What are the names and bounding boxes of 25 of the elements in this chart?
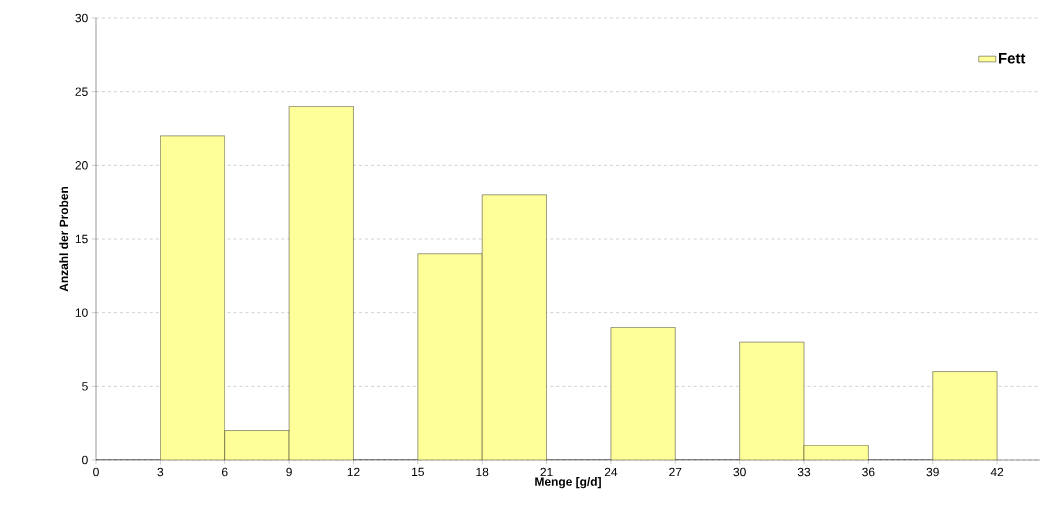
y-tick-label: 25 [75,87,88,96]
y-tick-label: 20 [75,161,88,170]
y-tick-label: 0 [82,455,88,465]
x-tick-label: 6 [222,467,228,477]
x-tick-label: 36 [862,467,875,477]
x-axis-title: Menge [g/d] [535,477,601,489]
x-tick-label: 18 [476,467,489,477]
y-tick-label: 15 [75,234,88,244]
x-tick-label: 0 [93,467,99,477]
x-tick-label: 24 [604,467,618,477]
x-tick-label: 21 [540,467,553,477]
x-tick-label: 9 [286,467,292,477]
x-tick-label: 42 [990,467,1004,477]
y-axis-title: Anzahl der Proben [59,186,69,292]
x-tick-label: 12 [347,467,360,477]
x-tick-label: 15 [412,467,424,477]
x-tick-label: 3 [157,467,164,477]
legend-label: Fett [999,53,1026,64]
x-tick-label: 33 [797,467,811,477]
y-tick-label: 5 [82,382,88,391]
x-tick-label: 39 [926,467,939,477]
y-tick-label: 30 [75,13,88,23]
x-tick-label: 30 [733,467,746,477]
x-tick-label: 27 [669,467,682,477]
y-tick-label: 10 [75,308,88,317]
